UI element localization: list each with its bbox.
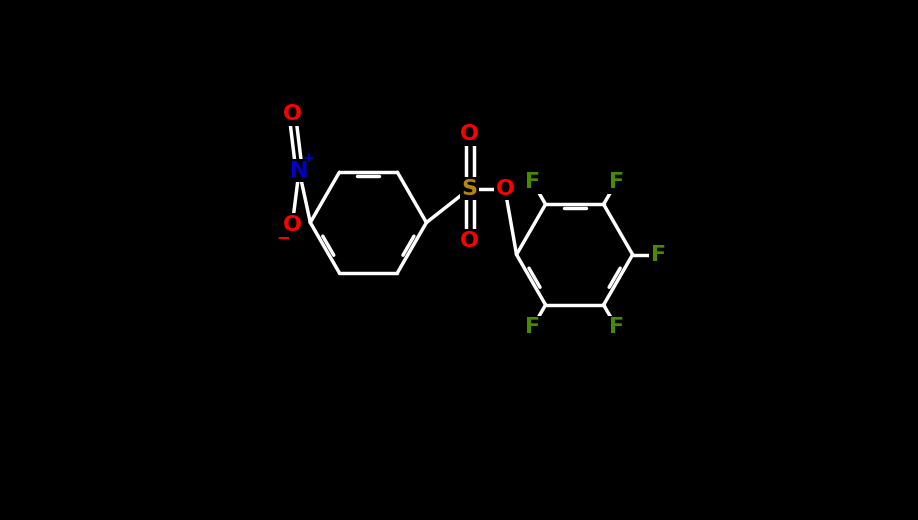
Text: S: S <box>462 178 477 199</box>
Text: O: O <box>460 124 479 145</box>
Text: F: F <box>609 317 624 337</box>
Text: N: N <box>290 161 308 180</box>
Text: F: F <box>525 172 540 192</box>
Text: +: + <box>303 151 315 165</box>
Text: F: F <box>609 172 624 192</box>
Text: O: O <box>496 178 514 199</box>
Text: O: O <box>283 215 302 235</box>
Text: O: O <box>460 230 479 251</box>
Text: O: O <box>283 105 302 124</box>
Text: F: F <box>651 244 666 265</box>
Text: −: − <box>276 228 290 245</box>
Text: F: F <box>525 317 540 337</box>
